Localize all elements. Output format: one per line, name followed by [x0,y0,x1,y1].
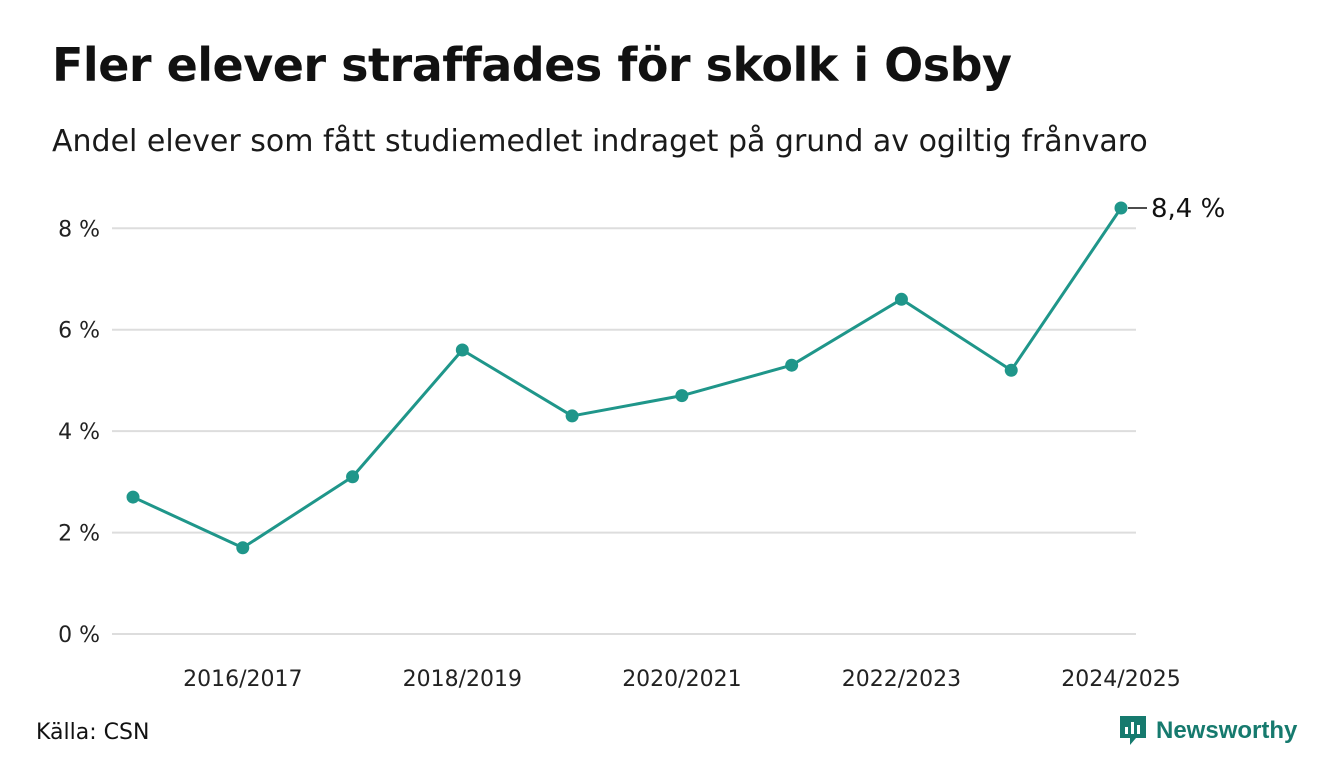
x-tick-label: 2018/2019 [403,667,522,692]
series-layer [126,201,1128,555]
data-point [785,358,799,372]
series-line [132,207,1123,550]
data-point [346,470,360,484]
y-tick-label: 6 % [58,319,100,344]
y-axis-ticks: 0 % 2 % 4 % 6 % 8 % [58,217,100,648]
y-tick-label: 2 % [58,522,100,547]
newsworthy-logo-icon [1120,716,1146,745]
data-point [236,541,250,555]
y-tick-label: 0 % [58,623,100,648]
data-point [565,409,579,423]
grid-lines [112,227,1136,635]
x-tick-label: 2022/2023 [842,667,961,692]
x-tick-label: 2020/2021 [622,667,741,692]
data-point [894,292,908,306]
y-tick-label: 8 % [58,217,100,242]
x-tick-label: 2016/2017 [183,667,302,692]
data-point [126,490,140,504]
last-point-label: 8,4 % [1151,194,1225,224]
brand-name: Newsworthy [1156,717,1298,744]
source-note: Källa: CSN [36,720,150,745]
chart-subtitle: Andel elever som fått studiemedlet indra… [52,124,1148,159]
x-tick-label: 2024/2025 [1061,667,1180,692]
brand: Newsworthy [1118,714,1297,748]
x-axis-ticks: 2016/2017 2018/2019 2020/2021 2022/2023 2024… [183,667,1181,692]
data-point [1004,363,1018,377]
chart-title: Fler elever straffades för skolk i Osby [52,38,1012,92]
y-tick-label: 4 % [58,420,100,445]
data-point [455,343,469,357]
data-point [675,389,689,403]
data-point [1114,201,1128,215]
point-label-layer: 8,4 % [1128,194,1225,224]
